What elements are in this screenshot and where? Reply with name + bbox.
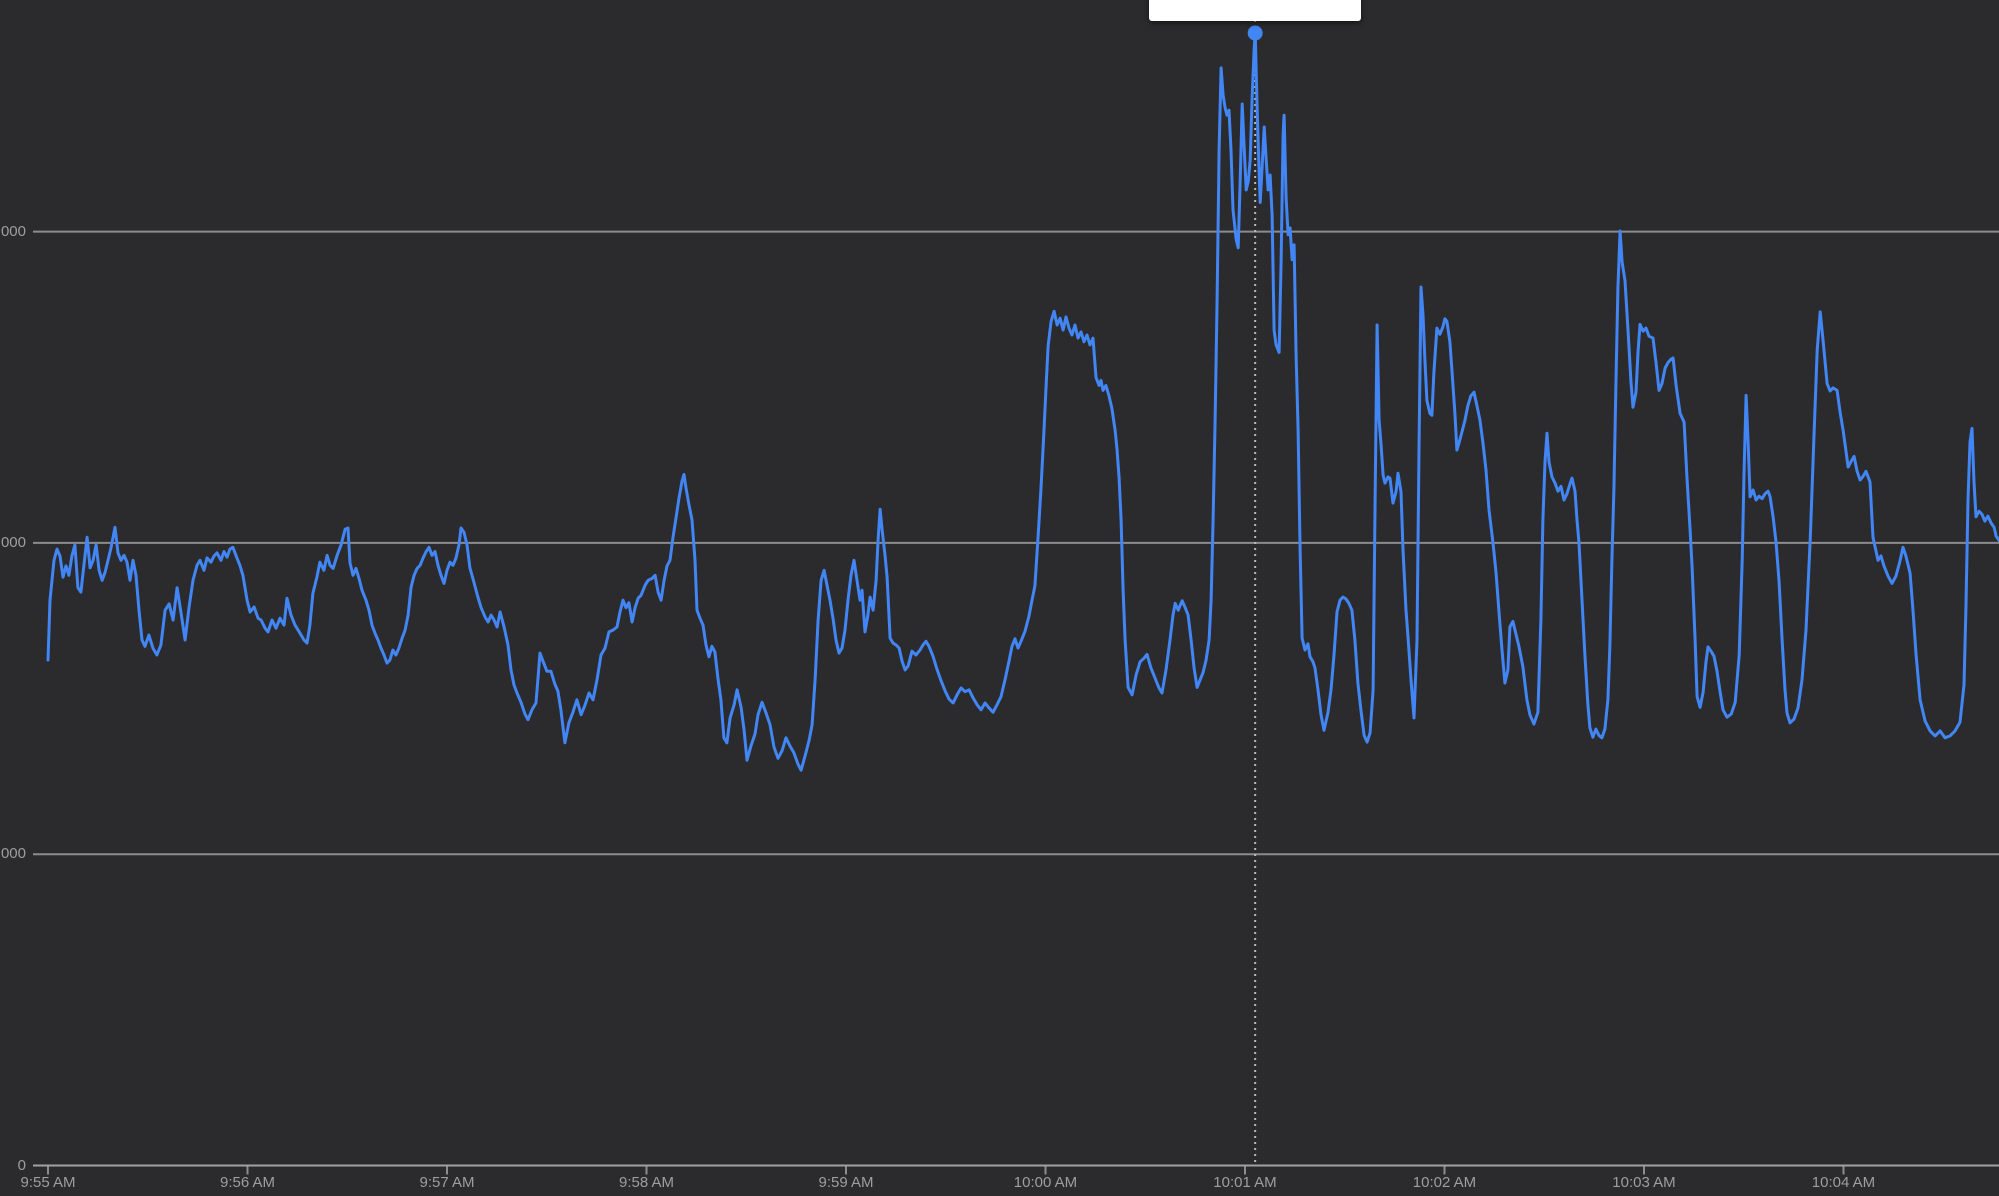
x-axis-tick-label: 9:58 AM — [618, 1174, 675, 1191]
x-axis-tick-label: 10:04 AM — [1811, 1174, 1876, 1191]
x-axis-tick-label: 9:56 AM — [219, 1174, 276, 1191]
x-axis-tick-label: 9:59 AM — [818, 1174, 874, 1191]
y-axis-tick-label: 000 — [0, 845, 26, 863]
x-axis-tick-label: 10:02 AM — [1412, 1174, 1477, 1191]
x-axis-tickmarks — [47, 1166, 1845, 1175]
tooltip — [1149, 0, 1362, 21]
x-axis-tick-label: 9:55 AM — [20, 1174, 76, 1191]
x-axis-tick-label: 9:57 AM — [419, 1174, 475, 1191]
x-axis-tick-label: 10:00 AM — [1013, 1174, 1078, 1191]
y-axis-tick-label: 0 — [17, 1156, 26, 1174]
y-axis-tick-label: 000 — [0, 533, 26, 551]
x-axis-tick-label: 10:03 AM — [1612, 1174, 1676, 1191]
y-axis-tick-label: 000 — [0, 222, 26, 240]
series-line — [46, 31, 1999, 772]
x-axis-tick-label: 10:01 AM — [1213, 1174, 1277, 1191]
selected-data-point-marker — [1247, 25, 1263, 41]
gridlines — [33, 230, 1999, 1167]
